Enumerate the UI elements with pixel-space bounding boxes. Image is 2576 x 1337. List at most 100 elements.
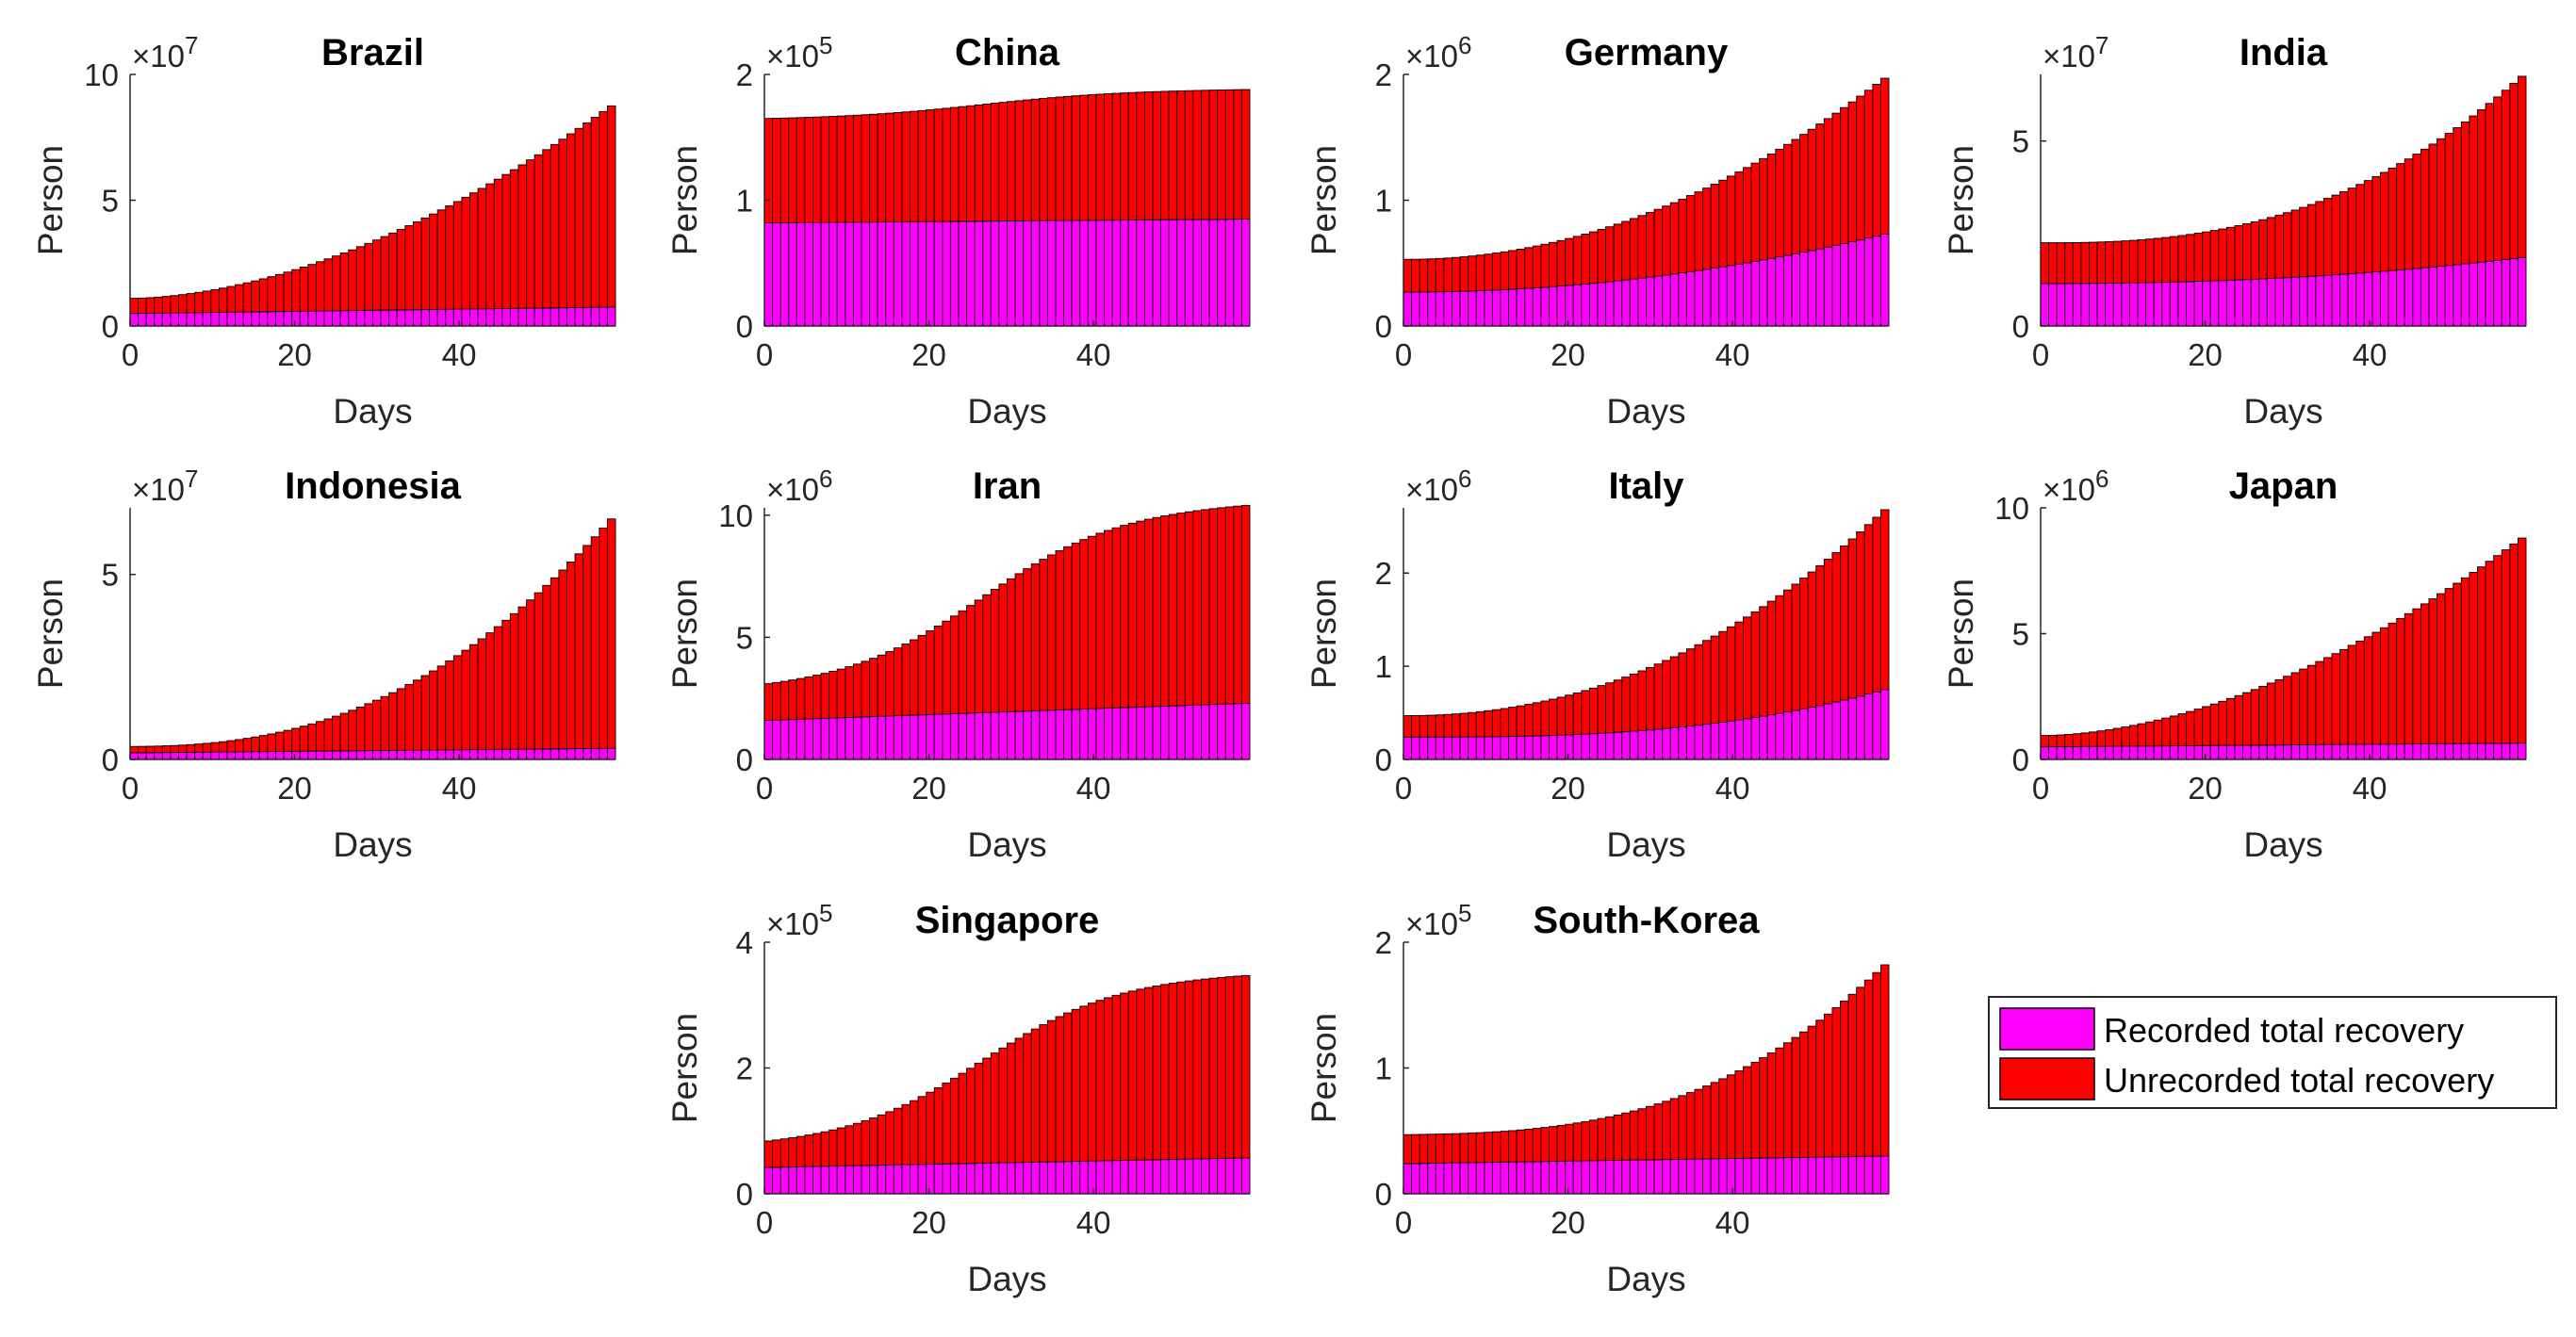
bar-recorded	[1055, 709, 1065, 760]
bar-recorded	[235, 311, 244, 327]
bar-recorded	[1791, 1156, 1801, 1195]
bar-recorded	[1669, 726, 1680, 760]
bar-unrecorded	[2331, 653, 2341, 745]
bar-recorded	[1734, 1157, 1744, 1195]
bar-recorded	[2048, 283, 2058, 327]
bar-unrecorded	[2193, 709, 2204, 746]
bar-recorded	[2437, 742, 2446, 760]
bar-unrecorded	[2225, 226, 2236, 281]
bar-recorded	[1046, 220, 1057, 327]
bar-recorded	[2501, 742, 2511, 760]
axis-exponent-label: ×105	[766, 31, 832, 73]
bar-recorded	[893, 715, 903, 760]
bar-recorded	[796, 221, 806, 327]
bar-unrecorded	[796, 1135, 806, 1167]
x-tick-label: 20	[2188, 337, 2223, 372]
bar-recorded	[2396, 743, 2405, 760]
bar-unrecorded	[2453, 127, 2462, 266]
bar-unrecorded	[420, 217, 431, 311]
bar-recorded	[550, 307, 560, 327]
y-axis-label: Person	[665, 145, 704, 255]
bar-unrecorded	[1468, 255, 1477, 292]
bar-recorded	[942, 220, 951, 327]
bar-unrecorded	[388, 692, 398, 751]
bar-recorded	[299, 750, 309, 760]
x-tick-label: 20	[1551, 1205, 1585, 1240]
bar-recorded	[1815, 248, 1825, 327]
bar-recorded	[154, 752, 163, 760]
bar-recorded	[1646, 729, 1655, 760]
bar-unrecorded	[226, 740, 237, 753]
bar-recorded	[1111, 707, 1122, 760]
bar-recorded	[2193, 281, 2204, 327]
bar-recorded	[861, 1165, 871, 1195]
bar-recorded	[1007, 710, 1016, 760]
bar-recorded	[1588, 1160, 1599, 1195]
x-tick-label: 0	[756, 1205, 773, 1240]
bar-recorded	[1556, 734, 1567, 760]
x-tick-label: 40	[1715, 771, 1750, 806]
bar-unrecorded	[574, 553, 584, 749]
bar-recorded	[1879, 1155, 1890, 1195]
x-tick-label: 40	[2353, 337, 2387, 372]
bar-unrecorded	[1799, 134, 1809, 253]
bar-recorded	[1807, 1156, 1817, 1195]
y-tick-label: 5	[2012, 124, 2029, 159]
bar-unrecorded	[1055, 550, 1065, 710]
bar-recorded	[1840, 1156, 1849, 1195]
bar-recorded	[877, 221, 887, 327]
bar-unrecorded	[982, 594, 992, 713]
bar-recorded	[1702, 269, 1712, 327]
bar-recorded	[2404, 269, 2414, 327]
bar-recorded	[2242, 279, 2252, 327]
bar-recorded	[763, 1166, 774, 1195]
bar-recorded	[2477, 742, 2486, 760]
bar-recorded	[1856, 1155, 1865, 1195]
bar-recorded	[2056, 283, 2066, 327]
bar-unrecorded	[348, 249, 357, 312]
bar-unrecorded	[1685, 1092, 1696, 1160]
bar-unrecorded	[772, 1139, 781, 1168]
bar-unrecorded	[1807, 571, 1817, 708]
bar-recorded	[1419, 1163, 1429, 1195]
bar-recorded	[1863, 693, 1874, 760]
bar-unrecorded	[1549, 1126, 1558, 1162]
bar-recorded	[1685, 726, 1696, 760]
bar-unrecorded	[1581, 690, 1590, 735]
bar-recorded	[1572, 734, 1583, 760]
x-tick-label: 0	[122, 337, 139, 372]
subplot-japan: 0 20 40 0 5 10 ×106 Japan Days Person	[1942, 465, 2527, 864]
bar-unrecorded	[1856, 986, 1865, 1157]
bar-unrecorded	[2274, 678, 2284, 746]
bar-unrecorded	[1095, 93, 1105, 221]
bar-recorded	[2460, 263, 2470, 327]
bar-unrecorded	[2080, 732, 2090, 747]
bar-unrecorded	[949, 106, 960, 222]
axis-exponent-label: ×107	[132, 31, 198, 73]
y-axis-label: Person	[31, 579, 70, 689]
bar-recorded	[1782, 1157, 1793, 1195]
bar-recorded	[202, 312, 212, 327]
bar-recorded	[1823, 1156, 1833, 1195]
bar-recorded	[949, 220, 960, 327]
bar-unrecorded	[1079, 539, 1089, 709]
bar-unrecorded	[2064, 242, 2074, 285]
x-axis-label: Days	[1606, 392, 1685, 431]
bar-unrecorded	[990, 103, 1000, 222]
bar-recorded	[186, 751, 196, 760]
bar-recorded	[1160, 219, 1170, 327]
bar-unrecorded	[2371, 175, 2381, 272]
bar-unrecorded	[958, 106, 968, 222]
bar-unrecorded	[2137, 239, 2147, 284]
bar-unrecorded	[1475, 710, 1485, 738]
bar-unrecorded	[1023, 99, 1032, 221]
bar-recorded	[1629, 1159, 1639, 1195]
bar-recorded	[1782, 711, 1793, 760]
bar-recorded	[974, 712, 984, 760]
y-tick-label: 0	[1375, 742, 1392, 777]
bar-recorded	[582, 748, 592, 760]
x-axis-label: Days	[967, 392, 1046, 431]
y-tick-label: 0	[736, 1177, 753, 1212]
bar-recorded	[251, 751, 260, 760]
bar-recorded	[2380, 270, 2389, 327]
